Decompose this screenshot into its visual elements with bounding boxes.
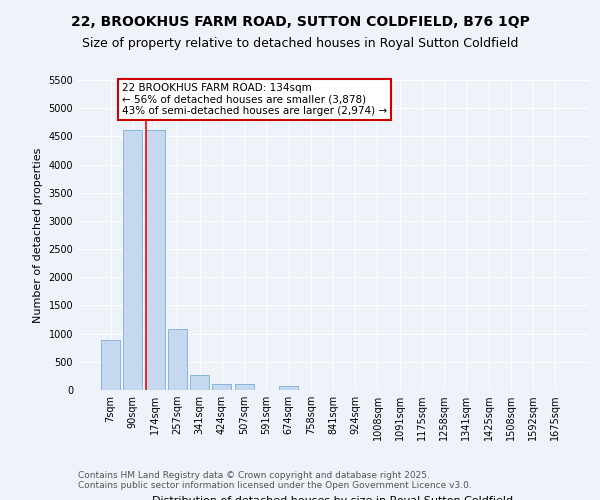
Text: Contains HM Land Registry data © Crown copyright and database right 2025.
Contai: Contains HM Land Registry data © Crown c… xyxy=(78,470,472,490)
Bar xyxy=(101,340,120,390)
Bar xyxy=(124,130,142,390)
Bar xyxy=(212,384,231,390)
Bar xyxy=(279,386,298,390)
Bar xyxy=(168,329,187,390)
X-axis label: Distribution of detached houses by size in Royal Sutton Coldfield: Distribution of detached houses by size … xyxy=(152,496,514,500)
Text: 22 BROOKHUS FARM ROAD: 134sqm
← 56% of detached houses are smaller (3,878)
43% o: 22 BROOKHUS FARM ROAD: 134sqm ← 56% of d… xyxy=(122,83,387,116)
Bar xyxy=(146,130,164,390)
Y-axis label: Number of detached properties: Number of detached properties xyxy=(33,148,43,322)
Bar xyxy=(190,375,209,390)
Text: Size of property relative to detached houses in Royal Sutton Coldfield: Size of property relative to detached ho… xyxy=(82,38,518,51)
Text: 22, BROOKHUS FARM ROAD, SUTTON COLDFIELD, B76 1QP: 22, BROOKHUS FARM ROAD, SUTTON COLDFIELD… xyxy=(71,15,529,29)
Bar xyxy=(235,384,254,390)
